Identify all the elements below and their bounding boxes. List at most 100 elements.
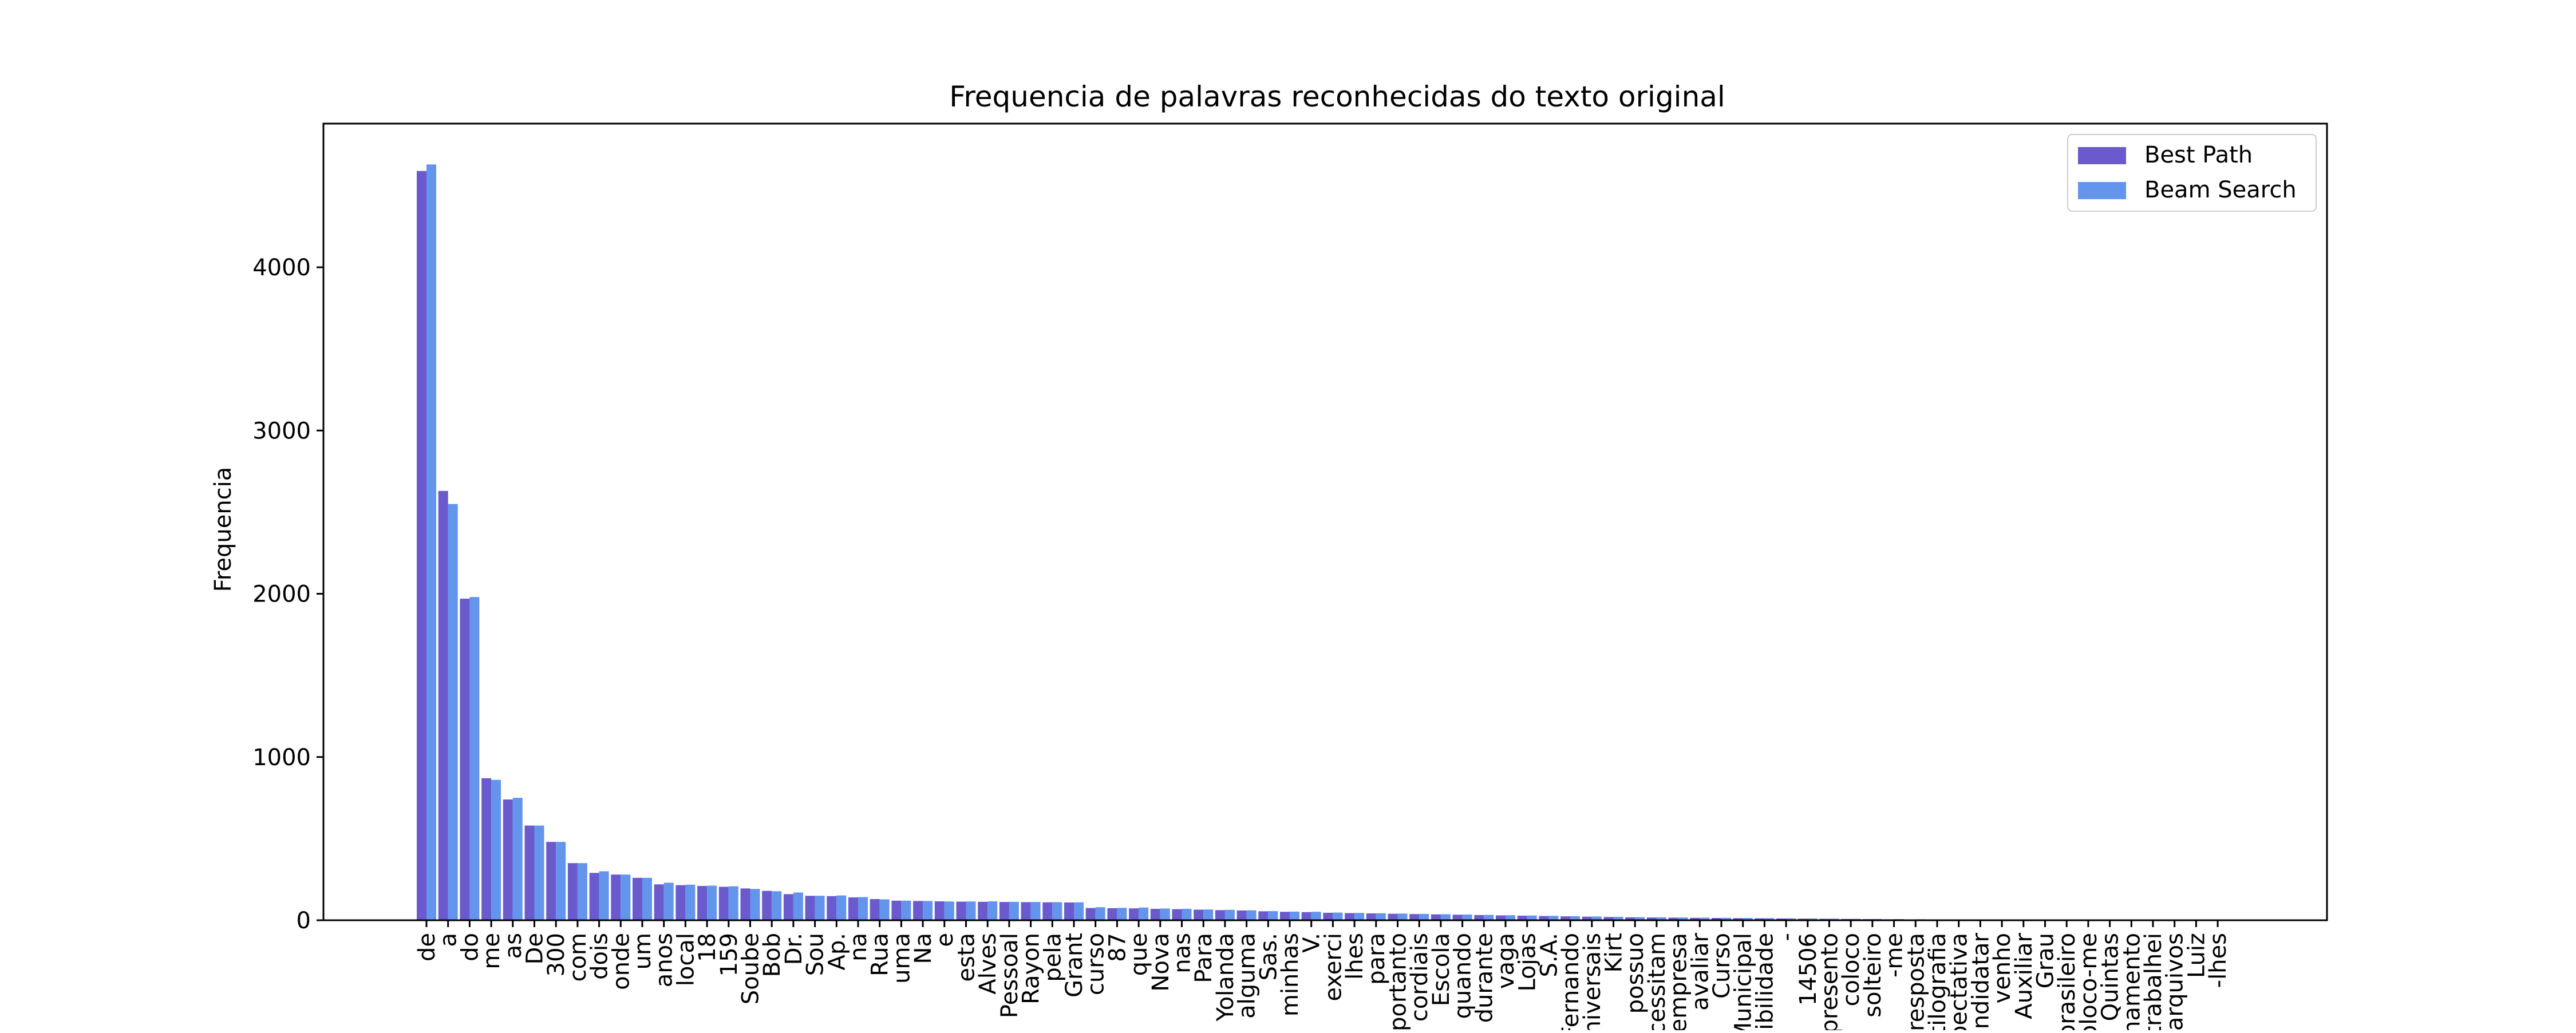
bar-beam-search-27 <box>1009 902 1019 920</box>
bar-beam-search-42 <box>1333 913 1342 920</box>
bar-best-path-37 <box>1215 910 1225 920</box>
bar-beam-search-29 <box>1052 902 1062 920</box>
bar-beam-search-26 <box>987 901 997 920</box>
x-tick-label: possibilidade <box>1752 933 1778 1030</box>
bar-beam-search-40 <box>1290 912 1299 920</box>
bar-best-path-40 <box>1280 912 1290 920</box>
bar-best-path-31 <box>1086 908 1096 920</box>
bar-beam-search-44 <box>1376 913 1386 920</box>
bar-best-path-23 <box>913 901 923 920</box>
bar-best-path-29 <box>1042 903 1052 920</box>
bar-beam-search-8 <box>599 871 609 920</box>
bar-best-path-0 <box>417 171 426 920</box>
bar-beam-search-3 <box>491 780 501 920</box>
bar-best-path-34 <box>1151 909 1160 920</box>
bar-beam-search-19 <box>836 896 846 920</box>
bar-beam-search-37 <box>1225 910 1235 920</box>
bar-best-path-8 <box>590 873 599 920</box>
bar-best-path-6 <box>546 842 556 920</box>
bar-beam-search-21 <box>880 899 890 920</box>
y-tick-label: 2000 <box>252 581 311 608</box>
bar-best-path-3 <box>481 778 491 920</box>
bar-beam-search-14 <box>729 886 738 920</box>
bar-best-path-1 <box>438 491 448 920</box>
bar-beam-search-7 <box>578 863 587 920</box>
bar-best-path-12 <box>675 885 685 920</box>
y-tick-label: 0 <box>297 908 311 934</box>
bar-beam-search-22 <box>901 901 911 920</box>
bar-beam-search-0 <box>426 164 436 920</box>
bar-best-path-28 <box>1021 902 1031 920</box>
bar-beam-search-11 <box>664 882 674 920</box>
bar-best-path-10 <box>633 878 642 920</box>
bar-beam-search-1 <box>448 504 458 920</box>
bar-best-path-13 <box>697 886 707 920</box>
bar-best-path-22 <box>891 901 901 920</box>
bar-best-path-5 <box>525 826 535 920</box>
bar-beam-search-28 <box>1031 902 1041 920</box>
bar-beam-search-39 <box>1268 911 1278 920</box>
bar-beam-search-16 <box>772 891 781 920</box>
bar-best-path-45 <box>1388 914 1398 920</box>
bar-beam-search-15 <box>750 889 760 920</box>
bar-beam-search-32 <box>1117 908 1127 920</box>
bar-best-path-30 <box>1064 903 1074 920</box>
y-tick-label: 4000 <box>252 255 311 281</box>
y-axis-label: Frequencia <box>210 467 236 592</box>
bar-beam-search-34 <box>1160 908 1170 920</box>
bar-best-path-9 <box>611 874 621 920</box>
bar-best-path-36 <box>1194 909 1203 920</box>
bar-best-path-33 <box>1129 908 1139 920</box>
bar-best-path-15 <box>741 888 750 920</box>
bar-best-path-21 <box>870 899 880 920</box>
chart-title: Frequencia de palavras reconhecidas do t… <box>949 80 1725 113</box>
bar-beam-search-33 <box>1139 908 1148 920</box>
bar-beam-search-17 <box>793 893 803 920</box>
bar-best-path-7 <box>568 863 578 920</box>
bar-best-path-41 <box>1302 912 1311 920</box>
x-tick-label: -lhes <box>2205 933 2231 988</box>
legend-swatch-beam-search <box>2078 182 2126 199</box>
bar-best-path-27 <box>999 902 1009 920</box>
legend-label-best-path: Best Path <box>2144 142 2253 168</box>
bar-best-path-32 <box>1107 908 1117 920</box>
bar-beam-search-5 <box>535 826 544 920</box>
x-axis-ticks: deadomeasDe300comdoisondeumanoslocal1815… <box>414 920 2231 1030</box>
bar-beam-search-4 <box>513 798 523 920</box>
bar-beam-search-46 <box>1419 914 1429 920</box>
bar-best-path-24 <box>935 901 945 920</box>
bar-beam-search-35 <box>1182 909 1192 920</box>
bar-beam-search-23 <box>923 901 933 920</box>
bar-best-path-43 <box>1345 913 1354 920</box>
bar-best-path-17 <box>784 894 793 920</box>
bar-beam-search-45 <box>1398 913 1408 920</box>
bar-best-path-46 <box>1409 914 1419 920</box>
bar-beam-search-36 <box>1203 909 1213 920</box>
bar-beam-search-43 <box>1354 913 1364 920</box>
bar-best-path-44 <box>1366 913 1376 920</box>
bars-layer <box>417 164 2227 920</box>
bar-best-path-19 <box>827 896 836 920</box>
bar-beam-search-9 <box>621 874 630 920</box>
bar-beam-search-30 <box>1074 903 1084 920</box>
bar-best-path-38 <box>1237 911 1247 920</box>
bar-beam-search-20 <box>858 897 868 921</box>
bar-beam-search-12 <box>685 885 695 920</box>
bar-beam-search-41 <box>1311 912 1321 920</box>
bar-best-path-25 <box>957 901 966 920</box>
bar-best-path-11 <box>654 884 664 920</box>
bar-beam-search-38 <box>1247 911 1257 920</box>
bar-best-path-2 <box>460 599 469 920</box>
bar-best-path-14 <box>719 887 729 920</box>
legend: Best Path Beam Search <box>2068 134 2316 211</box>
bar-best-path-35 <box>1172 909 1182 920</box>
bar-beam-search-24 <box>945 901 954 920</box>
bar-best-path-18 <box>805 896 815 920</box>
bar-beam-search-25 <box>966 901 976 920</box>
legend-label-beam-search: Beam Search <box>2144 177 2297 203</box>
bar-best-path-39 <box>1258 911 1268 920</box>
bar-best-path-26 <box>978 902 987 920</box>
